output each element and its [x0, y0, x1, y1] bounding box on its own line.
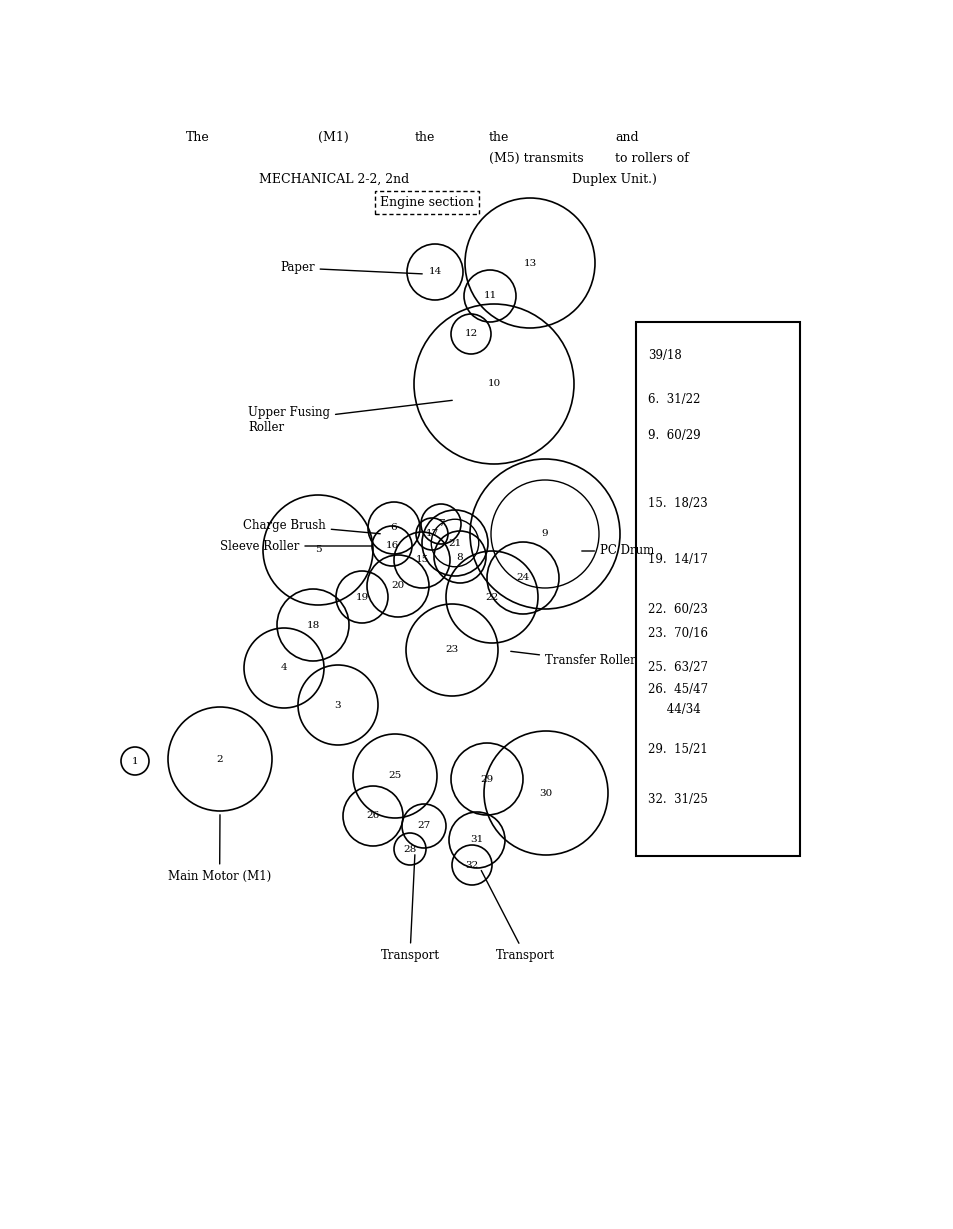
- Text: 31: 31: [470, 836, 483, 844]
- Text: 28: 28: [403, 844, 416, 853]
- Text: 14: 14: [428, 268, 441, 277]
- Text: 6.  31/22: 6. 31/22: [647, 393, 700, 407]
- Text: 11: 11: [483, 291, 497, 301]
- Text: 8: 8: [456, 553, 463, 562]
- Text: 29.  15/21: 29. 15/21: [647, 744, 707, 757]
- Text: 25.  63/27: 25. 63/27: [647, 661, 707, 675]
- Text: 21: 21: [448, 538, 461, 547]
- Text: 23.  70/16: 23. 70/16: [647, 627, 707, 639]
- Text: 18: 18: [306, 621, 319, 629]
- Text: Engine section: Engine section: [379, 195, 474, 209]
- Text: 19.  14/17: 19. 14/17: [647, 553, 707, 565]
- Text: 10: 10: [487, 380, 500, 388]
- Text: 6: 6: [391, 524, 396, 532]
- Text: 32.  31/25: 32. 31/25: [647, 794, 707, 806]
- Text: 29: 29: [480, 774, 493, 784]
- Text: MECHANICAL 2-2, 2nd: MECHANICAL 2-2, 2nd: [258, 173, 409, 186]
- Text: Duplex Unit.): Duplex Unit.): [572, 173, 657, 186]
- Text: 27: 27: [416, 821, 430, 831]
- Text: 25: 25: [388, 772, 401, 780]
- Text: Main Motor (M1): Main Motor (M1): [168, 815, 271, 882]
- Text: 39/18: 39/18: [647, 349, 681, 361]
- Text: 4: 4: [280, 664, 287, 672]
- Text: 30: 30: [538, 789, 552, 798]
- Text: 32: 32: [465, 860, 478, 869]
- Bar: [636, 322, 800, 857]
- Text: 20: 20: [391, 581, 404, 590]
- Text: 23: 23: [445, 645, 458, 655]
- Text: (M1): (M1): [317, 132, 349, 144]
- Text: 17: 17: [425, 530, 438, 538]
- Text: and: and: [615, 132, 638, 144]
- Text: 15: 15: [415, 556, 428, 564]
- Text: the: the: [415, 132, 435, 144]
- Text: 22: 22: [485, 592, 498, 601]
- Text: (M5) transmits: (M5) transmits: [489, 152, 583, 165]
- Text: to rollers of: to rollers of: [615, 152, 688, 165]
- Text: Transport: Transport: [380, 855, 439, 961]
- Text: Transfer Roller: Transfer Roller: [510, 651, 635, 667]
- Text: Sleeve Roller: Sleeve Roller: [220, 540, 372, 553]
- Text: Charge Brush: Charge Brush: [243, 519, 380, 533]
- Text: 44/34: 44/34: [647, 703, 700, 717]
- Text: 3: 3: [335, 701, 341, 709]
- Text: 26: 26: [366, 811, 379, 821]
- Text: 7: 7: [437, 520, 444, 528]
- Text: Transport: Transport: [480, 870, 554, 961]
- Text: 19: 19: [355, 592, 368, 601]
- Text: 2: 2: [216, 755, 223, 763]
- Text: PC Drum: PC Drum: [581, 544, 654, 558]
- Text: 16: 16: [385, 542, 398, 551]
- Text: 12: 12: [464, 329, 477, 338]
- Text: 1: 1: [132, 757, 138, 766]
- Text: 5: 5: [314, 546, 321, 554]
- Text: 9: 9: [541, 530, 548, 538]
- Text: 22.  60/23: 22. 60/23: [647, 603, 707, 617]
- Text: Upper Fusing
Roller: Upper Fusing Roller: [248, 401, 452, 434]
- Text: 9.  60/29: 9. 60/29: [647, 429, 700, 441]
- Text: 24: 24: [516, 574, 529, 583]
- Text: 26.  45/47: 26. 45/47: [647, 683, 707, 697]
- Text: 13: 13: [523, 258, 536, 268]
- Text: The: The: [186, 132, 210, 144]
- Text: 15.  18/23: 15. 18/23: [647, 497, 707, 510]
- Text: the: the: [489, 132, 509, 144]
- Text: Paper: Paper: [280, 262, 422, 274]
